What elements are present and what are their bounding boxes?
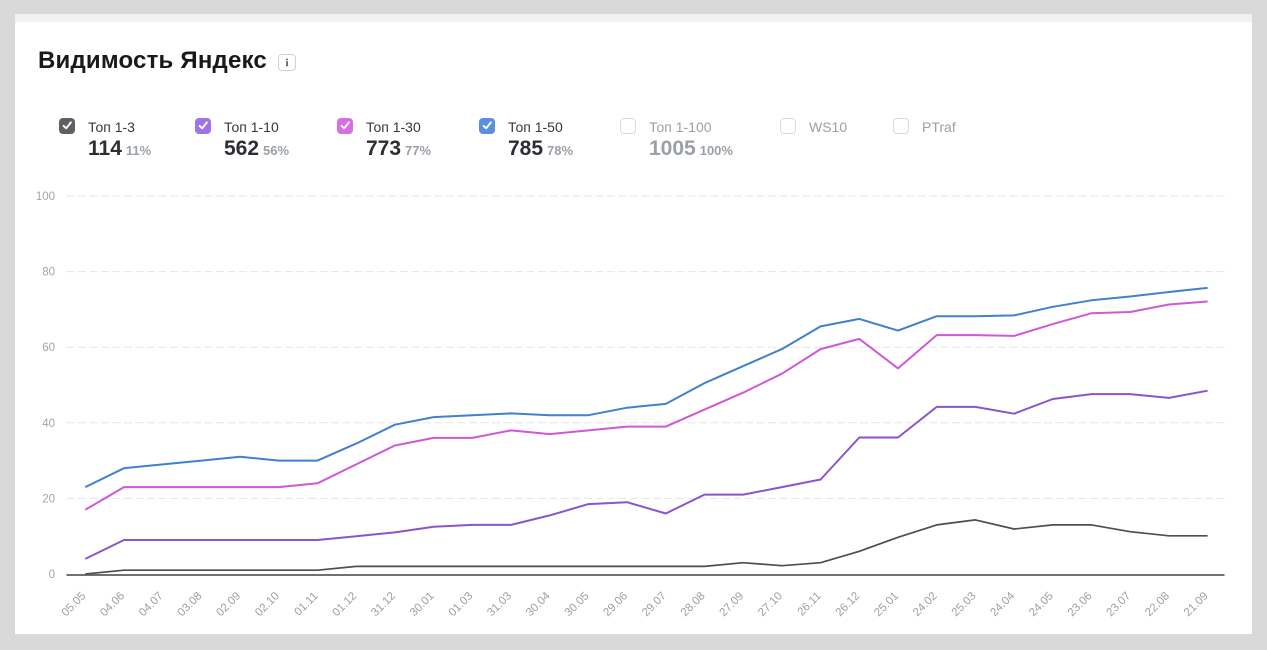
svg-text:05.05: 05.05 — [60, 590, 89, 619]
svg-text:21.09: 21.09 — [1182, 590, 1211, 619]
svg-text:24.04: 24.04 — [988, 590, 1017, 619]
svg-text:24.05: 24.05 — [1027, 590, 1056, 619]
svg-text:30.05: 30.05 — [563, 590, 592, 619]
svg-text:29.06: 29.06 — [601, 590, 630, 619]
svg-text:23.06: 23.06 — [1066, 590, 1095, 619]
svg-text:02.09: 02.09 — [214, 590, 243, 619]
svg-text:01.12: 01.12 — [330, 590, 359, 619]
svg-text:0: 0 — [49, 569, 55, 581]
svg-text:31.12: 31.12 — [369, 590, 398, 619]
svg-text:01.11: 01.11 — [292, 590, 320, 618]
svg-text:04.06: 04.06 — [98, 590, 127, 619]
svg-text:03.08: 03.08 — [176, 590, 205, 619]
svg-text:80: 80 — [42, 267, 55, 279]
svg-text:27.10: 27.10 — [756, 590, 785, 619]
svg-text:20: 20 — [42, 493, 55, 505]
svg-text:31.03: 31.03 — [485, 590, 514, 619]
svg-text:27.09: 27.09 — [717, 590, 746, 619]
svg-text:30.01: 30.01 — [408, 590, 437, 619]
svg-text:60: 60 — [42, 342, 55, 354]
svg-text:29.07: 29.07 — [640, 590, 669, 619]
svg-text:28.08: 28.08 — [679, 590, 708, 619]
svg-text:24.02: 24.02 — [911, 590, 940, 619]
svg-text:22.08: 22.08 — [1143, 590, 1172, 619]
svg-text:04.07: 04.07 — [137, 590, 166, 619]
svg-text:30.04: 30.04 — [524, 590, 553, 619]
svg-text:25.01: 25.01 — [872, 590, 901, 619]
svg-text:25.03: 25.03 — [950, 590, 979, 619]
svg-text:02.10: 02.10 — [253, 590, 282, 619]
svg-text:26.11: 26.11 — [795, 590, 823, 618]
svg-text:23.07: 23.07 — [1104, 590, 1133, 619]
svg-text:26.12: 26.12 — [834, 590, 863, 619]
svg-text:100: 100 — [36, 191, 55, 203]
svg-text:40: 40 — [42, 418, 55, 430]
svg-text:01.03: 01.03 — [447, 590, 476, 619]
